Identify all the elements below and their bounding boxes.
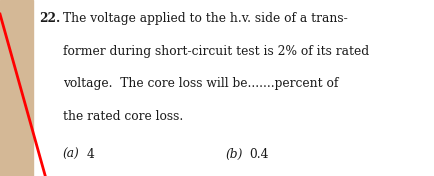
Bar	[0, 0, 33, 176]
Text: former during short-circuit test is 2% of its rated: former during short-circuit test is 2% o…	[63, 45, 369, 58]
Text: 4: 4	[87, 148, 95, 161]
Text: 0.4: 0.4	[250, 148, 269, 161]
Text: the rated core loss.: the rated core loss.	[63, 110, 183, 123]
Text: The voltage applied to the h.v. side of a trans-: The voltage applied to the h.v. side of …	[63, 12, 348, 25]
Text: (b): (b)	[226, 148, 243, 161]
Text: (a): (a)	[63, 148, 80, 161]
Text: 22.: 22.	[39, 12, 60, 25]
Text: voltage.  The core loss will be.......percent of: voltage. The core loss will be.......per…	[63, 77, 339, 90]
